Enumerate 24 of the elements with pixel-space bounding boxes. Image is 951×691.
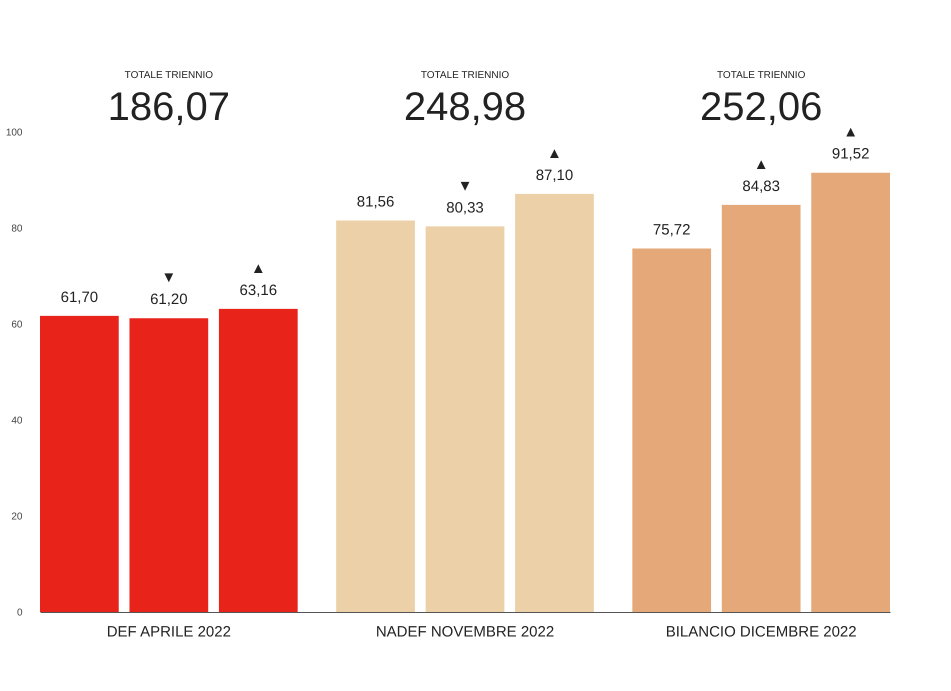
data-label: ▲ 63,16: [240, 260, 278, 299]
data-label: 75,72: [652, 222, 690, 239]
text: TOTALE TRIENNIO: [420, 70, 510, 81]
data-label: ▼ 61,20: [150, 269, 188, 308]
y-tick-label: 80: [11, 224, 23, 234]
text: 186,07: [108, 85, 230, 129]
data-label: 61,70: [60, 288, 98, 306]
x-tick-label: BILANCIO DICEMBRE 2022: [666, 624, 857, 640]
data-label: 81,56: [356, 194, 394, 211]
text: TOTALE TRIENNIO: [716, 70, 806, 81]
text: 248,98: [404, 85, 526, 129]
data-label: ▲ 91,52: [832, 124, 870, 163]
y-tick-label: 0: [16, 608, 23, 618]
text: 252,06: [700, 85, 822, 129]
y-tick-label: 100: [6, 128, 23, 138]
data-label: ▲ 84,83: [742, 156, 780, 195]
x-tick-label: NADEF NOVEMBRE 2022: [376, 624, 554, 640]
y-tick-label: 40: [11, 416, 23, 426]
y-tick-label: 20: [11, 512, 23, 522]
text: TOTALE TRIENNIO: [124, 70, 214, 81]
data-label: ▲ 87,10: [536, 144, 574, 184]
data-label: ▼ 80,33: [446, 177, 484, 216]
x-tick-label: DEF APRILE 2022: [106, 624, 231, 640]
y-tick-label: 60: [11, 320, 23, 330]
